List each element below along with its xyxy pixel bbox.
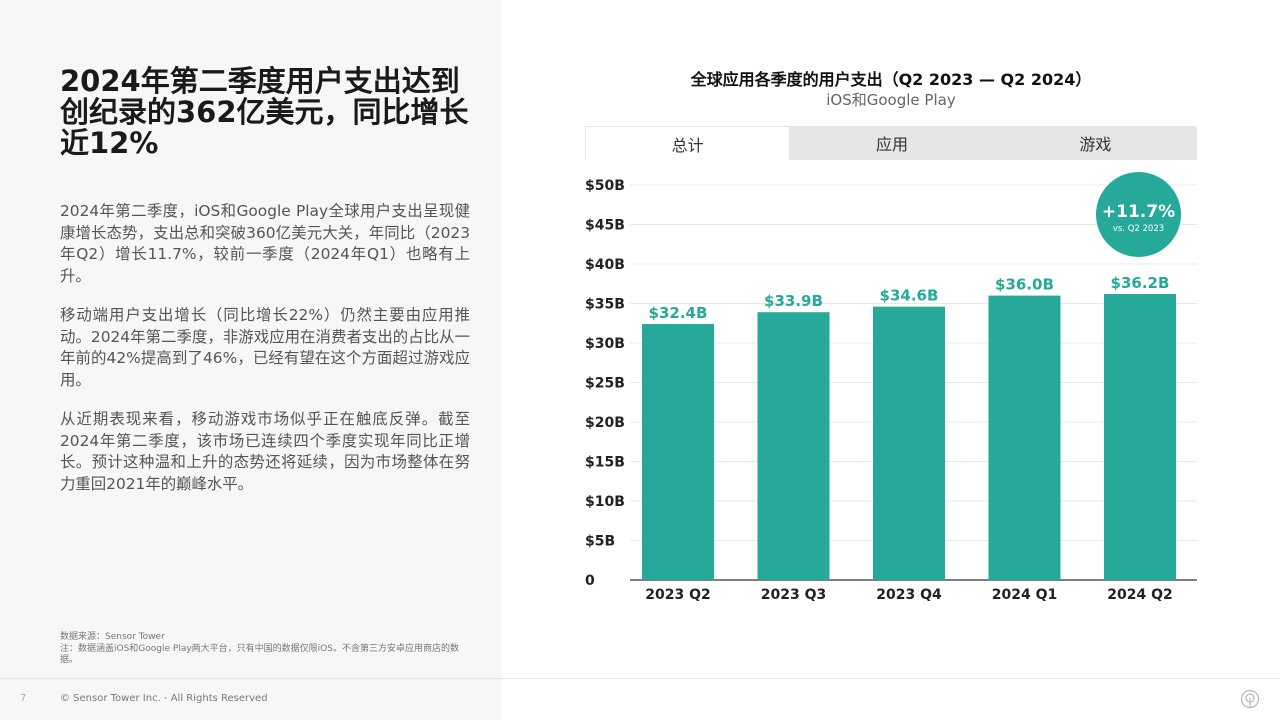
bar-value-label: $32.4B: [649, 304, 708, 322]
paragraph-2: 移动端用户支出增长（同比增长22%）仍然主要由应用推动。2024年第二季度，非游…: [60, 306, 470, 389]
paragraph-3: 从近期表现来看，移动游戏市场似乎正在触底反弹。截至2024年第二季度，该市场已连…: [60, 410, 470, 493]
y-tick-label: $25B: [585, 376, 625, 392]
footer-divider: [0, 678, 1280, 679]
copyright: © Sensor Tower Inc. - All Rights Reserve…: [60, 693, 268, 704]
note-line: 注：数据涵盖iOS和Google Play两大平台，只有中国的数据仅限iOS。不…: [60, 643, 459, 666]
x-tick-label: 2023 Q3: [761, 587, 826, 603]
growth-badge-value: +11.7%: [1101, 202, 1176, 222]
y-tick-label: $40B: [585, 257, 625, 273]
source-line: 数据来源：Sensor Tower: [60, 632, 165, 642]
sensor-tower-logo-icon: [1240, 689, 1260, 709]
left-panel: 2024年第二季度用户支出达到创纪录的362亿美元，同比增长近12% 2024年…: [0, 0, 502, 720]
tab-apps[interactable]: 应用: [875, 135, 908, 154]
growth-badge-label: vs. Q2 2023: [1112, 224, 1165, 234]
y-tick-label: 0: [585, 573, 595, 589]
paragraph-1: 2024年第二季度，iOS和Google Play全球用户支出呈现健康增长态势，…: [60, 202, 470, 285]
bar: [988, 295, 1061, 580]
bar: [642, 324, 714, 580]
bar-value-label: $34.6B: [880, 287, 939, 305]
tab-games[interactable]: 游戏: [1079, 135, 1112, 154]
chart-subtitle: iOS和Google Play: [826, 91, 956, 109]
x-tick-label: 2023 Q2: [645, 587, 710, 603]
y-tick-label: $30B: [585, 336, 625, 352]
x-tick-label: 2024 Q2: [1107, 587, 1172, 603]
y-tick-label: $10B: [585, 494, 625, 510]
bar-value-label: $36.0B: [995, 276, 1054, 294]
y-tick-label: $20B: [585, 415, 625, 431]
y-tick-label: $15B: [585, 455, 625, 471]
y-tick-label: $50B: [585, 178, 625, 194]
bar: [873, 306, 945, 580]
bar-value-label: $33.9B: [764, 292, 823, 310]
bar: [1104, 294, 1176, 580]
chart-title: 全球应用各季度的用户支出（Q2 2023 — Q2 2024）: [690, 70, 1092, 89]
y-tick-label: $35B: [585, 297, 625, 313]
tab-total[interactable]: 总计: [585, 126, 791, 160]
page-number: 7: [20, 693, 27, 704]
bar: [757, 312, 830, 580]
bar-value-label: $36.2B: [1111, 274, 1170, 292]
source-note: 数据来源：Sensor Tower 注：数据涵盖iOS和Google Play两…: [60, 632, 470, 667]
x-tick-label: 2023 Q4: [876, 587, 942, 603]
growth-badge: +11.7% vs. Q2 2023: [1096, 172, 1181, 257]
bar-chart: 0 $5B $10B $15B $20B $25B $30B $35B $40B $45B $50B…: [585, 178, 1197, 603]
x-tick-label: 2024 Q1: [992, 587, 1057, 603]
y-tick-label: $45B: [585, 218, 625, 234]
chart-tabs: 总计 应用 游戏: [585, 126, 1197, 160]
headline: 2024年第二季度用户支出达到创纪录的362亿美元，同比增长近12%: [60, 64, 469, 160]
y-tick-label: $5B: [585, 534, 615, 550]
